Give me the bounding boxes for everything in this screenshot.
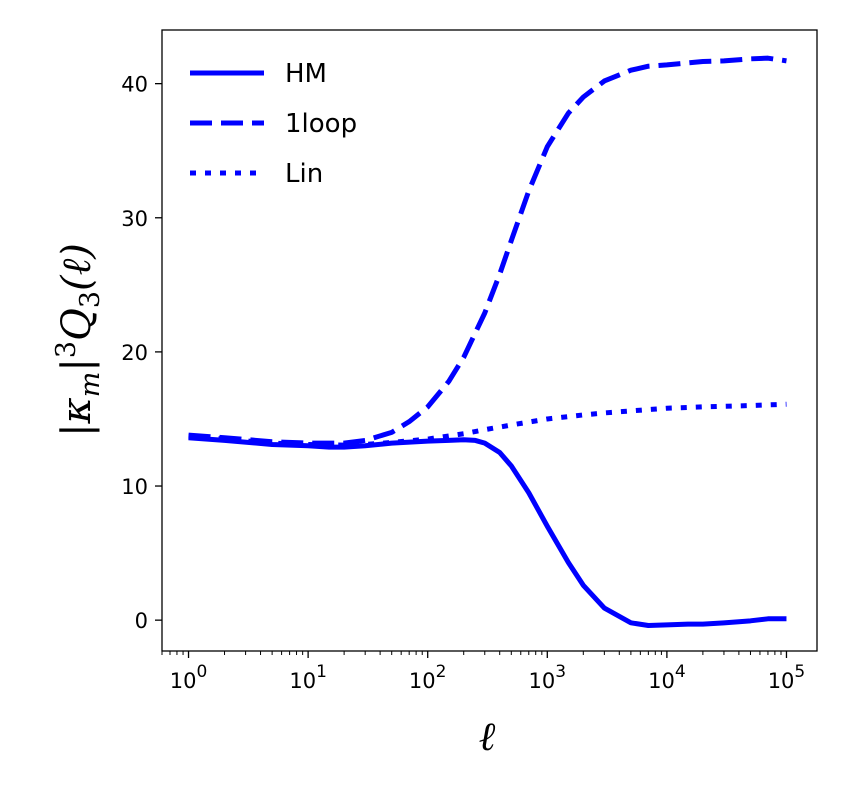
legend: HM 1loop Lin	[190, 59, 357, 189]
legend-label-lin: Lin	[285, 159, 323, 189]
x-axis-label: ℓ	[479, 714, 496, 760]
y-label-q: Q	[54, 308, 100, 341]
y-axis-ticks: 0 10 20 30 40	[121, 73, 162, 633]
x-tick-label: 103	[529, 662, 567, 693]
y-tick-label: 20	[121, 341, 148, 365]
x-tick-label: 104	[648, 662, 686, 693]
x-tick-label: 101	[289, 662, 327, 693]
x-tick-label: 105	[768, 662, 806, 693]
x-axis-ticks: 100 101 102 103 104 105	[161, 651, 806, 693]
y-label-bar-open: |	[54, 423, 100, 436]
series-line-1loop	[188, 55, 787, 446]
x-tick-label: 100	[170, 662, 208, 693]
y-label-kappa: κ	[54, 397, 100, 424]
y-tick-label: 30	[121, 207, 148, 231]
y-label-arg: (ℓ)	[54, 243, 100, 291]
plot-frame	[161, 29, 818, 652]
y-label-sub-3: 3	[75, 291, 106, 308]
y-tick-label: 10	[121, 475, 148, 499]
y-tick-label: 40	[121, 73, 148, 97]
x-tick-label: 102	[409, 662, 447, 693]
y-label-sup-3: 3	[51, 341, 82, 358]
legend-label-hm: HM	[285, 59, 327, 89]
y-axis-label: |κm|3Q3(ℓ)	[51, 243, 106, 437]
series-line-lin	[188, 401, 787, 448]
series-lines	[188, 55, 787, 629]
y-label-sub-m: m	[75, 372, 106, 398]
y-tick-label: 0	[135, 609, 148, 633]
y-label-bar-close: |	[54, 358, 100, 371]
legend-label-1loop: 1loop	[285, 109, 357, 139]
